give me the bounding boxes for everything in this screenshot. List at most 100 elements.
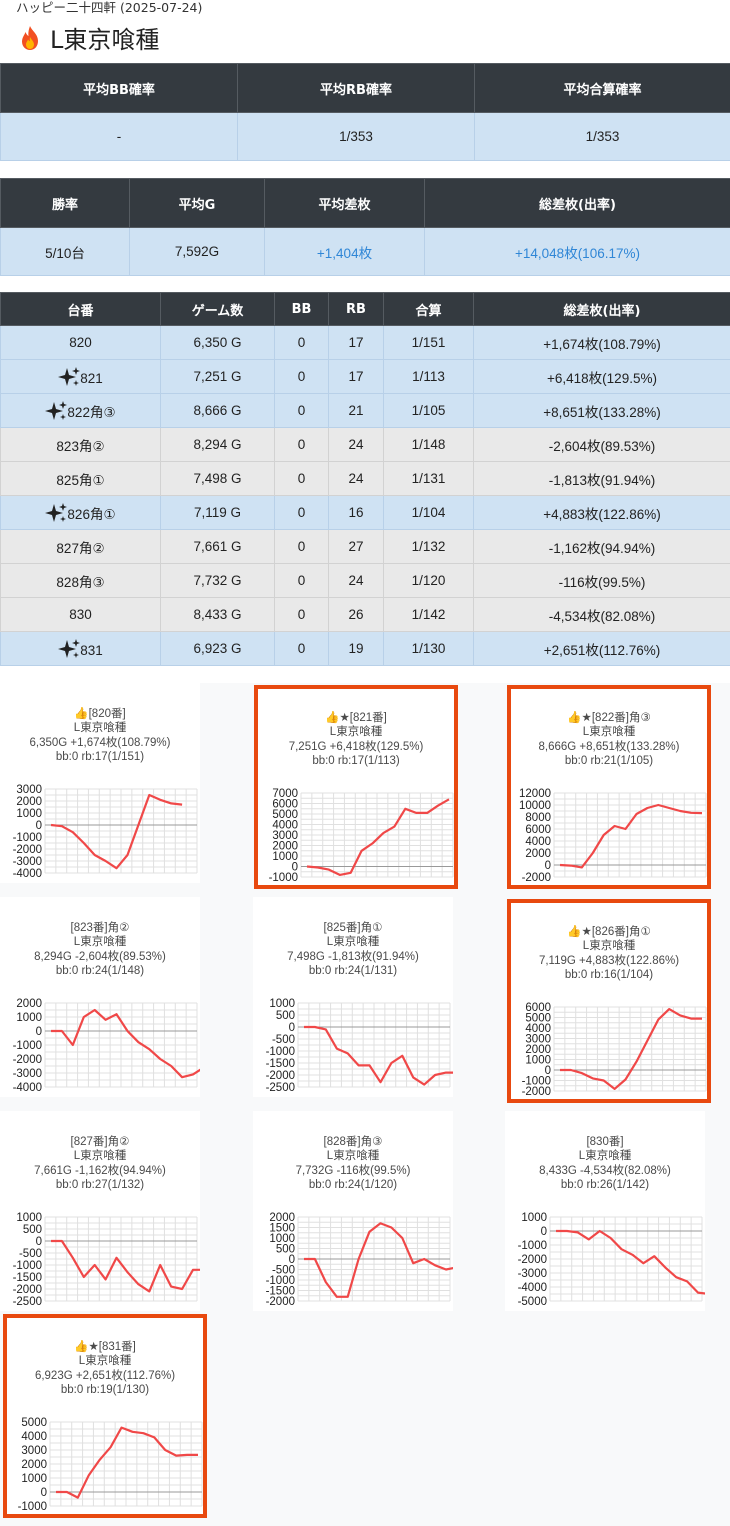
graph-card[interactable]: [825番]角① L東京喰種 7,498G -1,813枚(91.94%) bb:0 … [253, 897, 453, 1097]
cell-bb-text: 0 [297, 335, 306, 350]
graph-caption-line: bb:0 rb:27(1/132) [55, 1178, 145, 1191]
y-tick-label: 6000 [525, 824, 551, 836]
y-tick-label: 2000 [525, 1044, 551, 1056]
cell-rb: 26 [328, 597, 384, 632]
machine-title-text: L東京喰種 [50, 26, 160, 54]
cell-total-diff: +4,883枚(122.86%) [473, 495, 730, 530]
cell-rb-text: 17 [348, 335, 364, 350]
y-tick-label: 4000 [525, 1023, 551, 1035]
y-tick-label: 0 [289, 1254, 295, 1266]
cell-bb-text: 0 [297, 471, 306, 486]
cell-total-prob: 1/105 [383, 393, 474, 428]
graph-caption-line: L東京喰種 [78, 1355, 132, 1368]
graph-card[interactable]: 👍[820番] L東京喰種 6,350G +1,674枚(108.79%) bb:0 … [0, 683, 200, 883]
cell-total-prob: 1/142 [383, 597, 474, 632]
value-avg-total: 1/353 [474, 112, 730, 161]
y-tick-label: -1000 [266, 1275, 295, 1287]
cell-bb: 0 [274, 529, 329, 564]
graph-line-chart: 2000 1000 0 -1000 -2000 -3000 -4000 [13, 998, 200, 1094]
y-tick-label: 1000 [272, 851, 298, 863]
cell-rb: 24 [328, 461, 384, 496]
header-bb: BB [274, 292, 329, 326]
graph-caption-line: bb:0 rb:17(1/113) [312, 754, 400, 767]
cell-machine-no: 828角③ [0, 563, 161, 598]
graph-caption: 👍★[822番]角③ L東京喰種 8,666G +8,651枚(133.28%) bb… [509, 711, 709, 768]
y-tick-label: -1000 [518, 1240, 547, 1252]
graph-card[interactable]: [827番]角② L東京喰種 7,661G -1,162枚(94.94%) bb:0 … [0, 1111, 200, 1311]
cell-machine-no-text: 821 [80, 370, 103, 386]
y-tick-label: -2000 [518, 1254, 547, 1266]
cell-total-diff: +8,651枚(133.28%) [473, 393, 730, 428]
graph-caption: [827番]角② L東京喰種 7,661G -1,162枚(94.94%) bb:0 … [0, 1135, 200, 1192]
header-avg-games: 平均G [129, 178, 265, 228]
cell-games: 7,661 G [160, 529, 275, 564]
y-tick-label: 500 [276, 1010, 295, 1022]
header-total-diff: 総差枚(出率) [424, 178, 730, 228]
cell-machine-no: 830 [0, 597, 161, 632]
machine-row: 826角① 7,119 G 0 16 1/104 +4,883枚(122.86%) [0, 495, 730, 530]
y-tick-label: 2000 [16, 998, 42, 1010]
graph-caption-line: 👍★[826番]角① [567, 926, 651, 938]
sparkle-icon [58, 366, 81, 386]
y-tick-label: -2000 [13, 844, 42, 856]
machine-row: 821 7,251 G 0 17 1/113 +6,418枚(129.5%) [0, 359, 730, 394]
y-tick-label: -1000 [13, 1040, 42, 1052]
cell-rb: 16 [328, 495, 384, 530]
cell-total-prob: 1/130 [383, 631, 474, 666]
graph-caption-line: 8,433G -4,534枚(82.08%) [539, 1164, 671, 1177]
cell-games-text: 7,732 G [193, 573, 242, 588]
y-tick-label: -500 [272, 1034, 295, 1046]
graph-caption-line: bb:0 rb:16(1/104) [564, 968, 654, 981]
cell-games: 8,294 G [160, 427, 275, 462]
graph-caption-line: 👍★[831番] [74, 1341, 136, 1353]
probability-summary-table: 平均BB確率 平均RB確率 平均合算確率 - 1/353 1/353 [0, 63, 730, 161]
y-tick-label: 1000 [21, 1473, 47, 1485]
y-tick-label: -1000 [266, 1046, 295, 1058]
series-line [304, 1222, 453, 1298]
graph-caption-line: 7,732G -116枚(99.5%) [295, 1164, 411, 1177]
cell-games-text: 7,251 G [193, 369, 242, 384]
value-avg-bb: - [0, 112, 238, 161]
series-line [559, 803, 703, 869]
cell-bb: 0 [274, 427, 329, 462]
graph-caption-line: bb:0 rb:21(1/105) [564, 754, 654, 767]
y-tick-label: -2000 [266, 1070, 295, 1082]
graph-card[interactable]: [830番] L東京喰種 8,433G -4,534枚(82.08%) bb:0 rb… [505, 1111, 705, 1311]
y-tick-label: 0 [36, 1236, 42, 1248]
graph-card[interactable]: [823番]角② L東京喰種 8,294G -2,604枚(89.53%) bb:0 … [0, 897, 200, 1097]
y-tick-label: -2000 [522, 1086, 551, 1098]
header-avg-total: 平均合算確率 [474, 63, 730, 113]
cell-total-prob-text: 1/151 [411, 335, 446, 350]
graph-caption-line: [828番]角③ [323, 1136, 383, 1148]
y-tick-label: 2000 [272, 841, 298, 853]
graph-card[interactable]: [828番]角③ L東京喰種 7,732G -116枚(99.5%) bb:0 rb:… [253, 1111, 453, 1311]
graph-caption-line: 8,294G -2,604枚(89.53%) [34, 950, 166, 963]
graph-caption-line: bb:0 rb:24(1/131) [308, 964, 398, 977]
y-tick-label: 0 [36, 1026, 42, 1038]
cell-games-text: 7,498 G [193, 471, 242, 486]
y-tick-label: 12000 [519, 788, 551, 800]
sparkle-icon [45, 400, 68, 420]
cell-total-diff-text: -1,162枚(94.94%) [548, 540, 656, 556]
graph-card[interactable]: 👍★[821番] L東京喰種 7,251G +6,418枚(129.5%) bb:0 … [254, 685, 458, 889]
graph-caption-line: L東京喰種 [329, 726, 383, 739]
machine-row: 827角② 7,661 G 0 27 1/132 -1,162枚(94.94%) [0, 529, 730, 564]
machine-row: 830 8,433 G 0 26 1/142 -4,534枚(82.08%) [0, 597, 730, 632]
graph-caption-line: 7,119G +4,883枚(122.86%) [538, 954, 680, 967]
graph-card[interactable]: 👍★[822番]角③ L東京喰種 8,666G +8,651枚(133.28%) bb… [507, 685, 711, 889]
cell-total-diff-text: -116枚(99.5%) [558, 574, 646, 590]
graph-card[interactable]: 👍★[826番]角① L東京喰種 7,119G +4,883枚(122.86%) bb… [507, 899, 711, 1103]
cell-total-diff: -4,534枚(82.08%) [473, 597, 730, 632]
graph-caption-line: 6,923G +2,651枚(112.76%) [34, 1369, 176, 1382]
cell-games-text: 6,350 G [193, 335, 242, 350]
cell-games-text: 8,433 G [193, 607, 242, 622]
cell-total-prob: 1/151 [383, 325, 474, 360]
cell-bb-text: 0 [297, 437, 306, 452]
header-win-rate: 勝率 [0, 178, 130, 228]
cell-total-diff-text: -1,813枚(91.94%) [548, 472, 656, 488]
cell-total-prob-text: 1/131 [411, 471, 446, 486]
cell-machine-no-text: 822角③ [67, 404, 116, 420]
graph-card[interactable]: 👍★[831番] L東京喰種 6,923G +2,651枚(112.76%) bb:0… [3, 1314, 207, 1518]
